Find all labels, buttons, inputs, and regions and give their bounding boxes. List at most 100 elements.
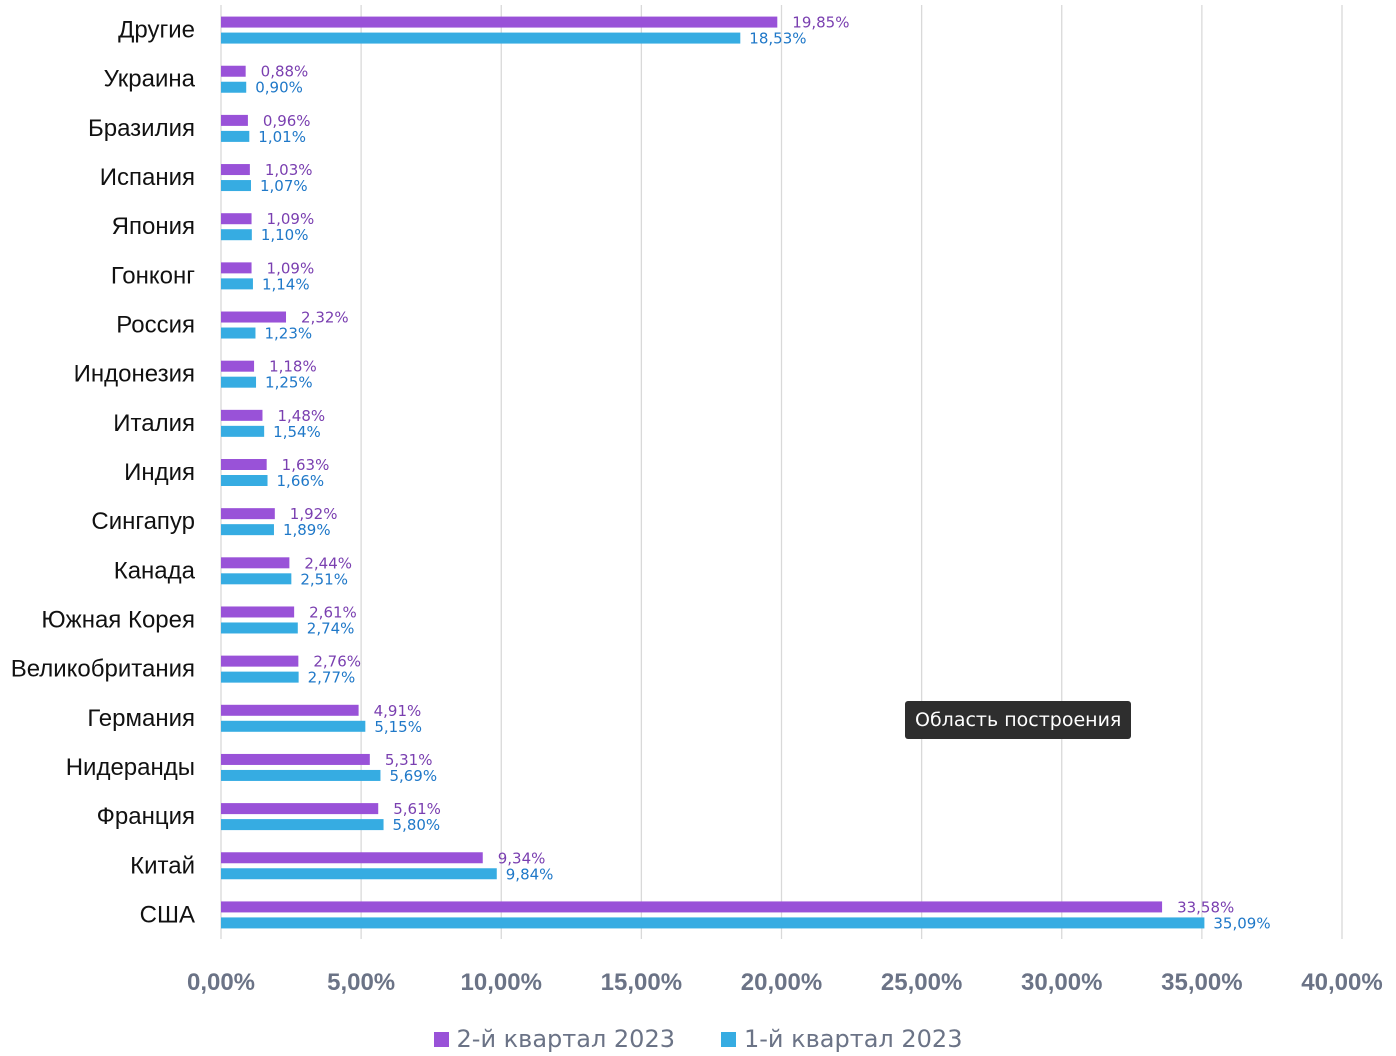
bar-q1 (221, 81, 247, 93)
bar-chart: 19,85%18,53%0,88%0,90%0,96%1,01%1,03%1,0… (11, 5, 1383, 996)
category-label: Франция (97, 803, 195, 830)
data-label-q1: 1,23% (264, 325, 312, 343)
bar-q2 (221, 213, 252, 225)
data-label-q1: 1,66% (277, 472, 325, 490)
x-tick-label: 10,00% (461, 969, 542, 996)
category-label: Гонконг (111, 262, 195, 289)
bar-q1 (221, 229, 252, 241)
data-label-q2: 1,03% (265, 161, 313, 179)
data-label-q1: 2,51% (300, 570, 348, 588)
bar-q1 (221, 819, 384, 831)
category-label: Китай (130, 852, 195, 879)
bar-q1 (221, 868, 497, 880)
data-label-q2: 0,96% (263, 112, 311, 130)
data-label-q1: 1,25% (265, 374, 313, 392)
bar-q1 (221, 917, 1205, 929)
category-labels: Другие Украина Бразилия Испания Япония Гонкон… (11, 17, 196, 929)
legend-item-q2[interactable]: 2-й квартал 2023 (433, 1025, 675, 1053)
category-label: Великобритания (11, 656, 195, 683)
x-tick-label: 30,00% (1021, 969, 1102, 996)
category-label: Канада (114, 557, 196, 584)
x-tick-label: 35,00% (1161, 969, 1242, 996)
bar-q2 (221, 164, 250, 176)
data-label-q2: 19,85% (792, 14, 849, 32)
data-label-q1: 1,07% (260, 177, 308, 195)
bar-q1 (221, 769, 381, 781)
legend[interactable]: 2-й квартал 2023 1-й квартал 2023 (0, 1022, 1396, 1056)
bar-q2 (221, 16, 778, 28)
x-tick-label: 40,00% (1301, 969, 1382, 996)
data-label-q1: 0,90% (255, 79, 303, 97)
data-label-q1: 5,80% (393, 816, 441, 834)
x-tick-label: 15,00% (601, 969, 682, 996)
category-label: Россия (116, 312, 195, 339)
bar-q2 (221, 360, 255, 372)
data-label-q2: 1,09% (267, 259, 315, 277)
legend-item-q1[interactable]: 1-й квартал 2023 (721, 1025, 962, 1053)
data-label-q1: 35,09% (1213, 914, 1270, 932)
data-label-q1: 1,01% (258, 128, 306, 146)
category-label: Индонезия (74, 361, 195, 388)
data-label-q1: 2,77% (308, 669, 356, 687)
bar-q1 (221, 32, 741, 44)
data-label-q1: 18,53% (749, 30, 806, 48)
category-label: Сингапур (91, 508, 195, 535)
data-label-q1: 1,89% (283, 521, 331, 539)
category-label: Германия (87, 705, 195, 732)
category-label: Другие (118, 17, 195, 44)
bar-q2 (221, 508, 275, 520)
data-label-q2: 4,91% (374, 702, 422, 720)
bar-q2 (221, 901, 1163, 913)
x-tick-label: 5,00% (327, 969, 395, 996)
data-label-q2: 2,44% (304, 554, 352, 572)
category-label: Испания (100, 164, 195, 191)
bar-q2 (221, 311, 287, 323)
bar-q2 (221, 606, 295, 618)
category-label: Украина (104, 66, 196, 93)
bar-q1 (221, 720, 366, 732)
bar-q1 (221, 475, 268, 486)
bar-q1 (221, 278, 253, 290)
bar-q2 (221, 459, 267, 470)
bar-q2 (221, 803, 379, 815)
data-label-q1: 5,69% (389, 767, 437, 785)
data-label-q2: 1,48% (277, 407, 325, 425)
data-label-q2: 5,61% (393, 800, 441, 818)
bar-q2 (221, 753, 370, 765)
data-label-q1: 1,14% (262, 275, 310, 293)
bar-q2 (221, 114, 248, 126)
data-label-q2: 1,63% (282, 456, 330, 474)
data-label-q2: 1,09% (267, 210, 315, 228)
data-label-q2: 2,32% (301, 309, 349, 327)
bar-q2 (221, 704, 359, 716)
bar-q2 (221, 409, 263, 421)
bar-q1 (221, 376, 257, 388)
data-label-q2: 1,92% (290, 505, 338, 523)
data-label-q1: 5,15% (374, 718, 422, 736)
bars (221, 16, 1205, 929)
category-label: Южная Корея (41, 606, 195, 633)
data-labels: 19,85%18,53%0,88%0,90%0,96%1,01%1,03%1,0… (255, 14, 1270, 933)
bar-q1 (221, 671, 299, 683)
x-axis-tick-labels: 0,00% 5,00% 10,00% 15,00% 20,00% 25,00% 30,00%… (187, 969, 1383, 996)
legend-label-q1: 1-й квартал 2023 (744, 1025, 963, 1053)
data-label-q2: 33,58% (1177, 898, 1234, 916)
bar-q1 (221, 425, 265, 437)
data-label-q2: 5,31% (385, 751, 433, 769)
data-label-q2: 9,34% (498, 849, 546, 867)
category-label: США (140, 901, 195, 928)
bar-q2 (221, 557, 290, 569)
legend-swatch-q2 (433, 1031, 449, 1047)
bar-q2 (221, 655, 299, 667)
legend-label-q2: 2-й квартал 2023 (456, 1025, 675, 1053)
data-label-q2: 0,88% (261, 63, 309, 81)
bar-q1 (221, 180, 251, 192)
category-label: Индия (124, 459, 195, 486)
bar-q1 (221, 622, 298, 634)
x-tick-label: 25,00% (881, 969, 962, 996)
category-label: Япония (112, 213, 195, 240)
bar-q1 (221, 327, 256, 339)
data-label-q2: 2,61% (309, 603, 357, 621)
plot-area-tooltip: Область построения (905, 701, 1132, 739)
data-label-q2: 2,76% (313, 653, 361, 671)
